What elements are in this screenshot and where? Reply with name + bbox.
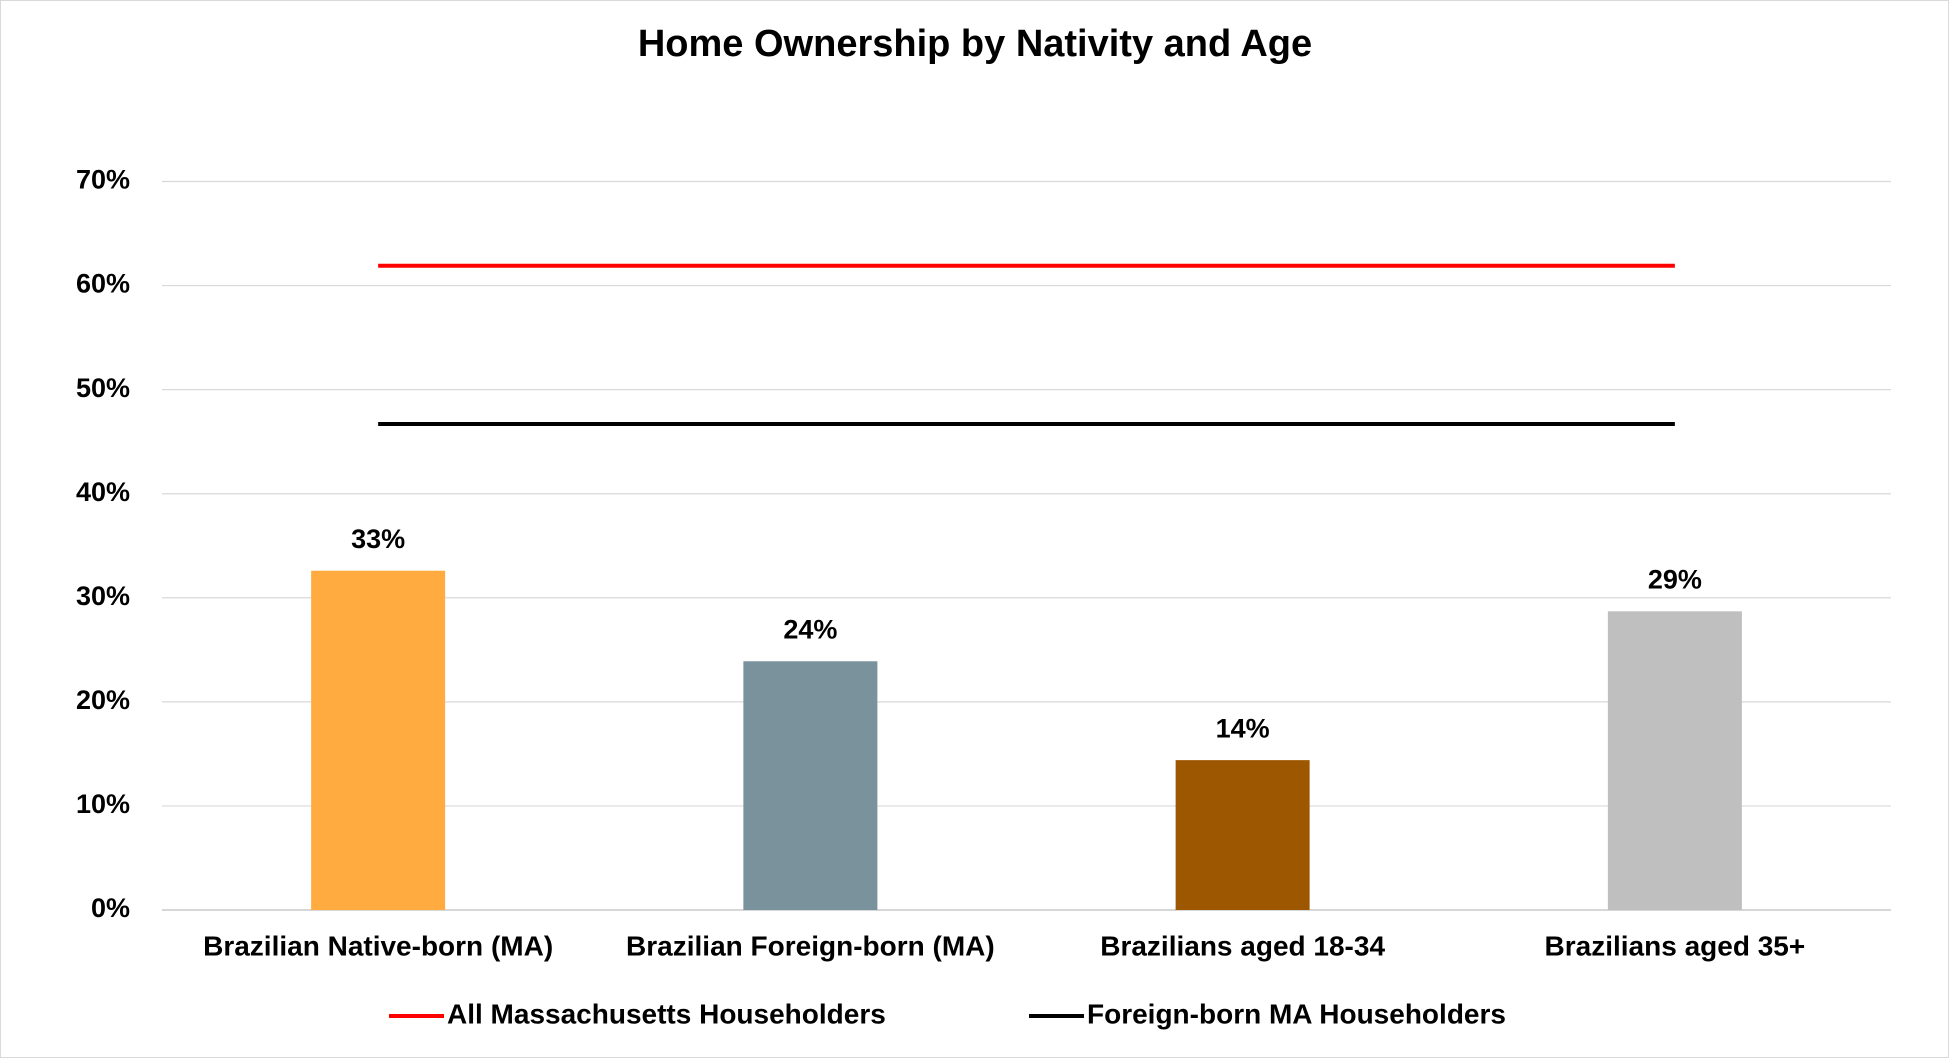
x-tick-label: Brazilian Native-born (MA) [203,930,553,961]
data-label: 14% [1216,713,1270,743]
y-tick-label: 50% [76,373,130,403]
y-tick-label: 30% [76,581,130,611]
chart-title: Home Ownership by Nativity and Age [638,23,1312,65]
legend-label: All Massachusetts Householders [447,998,886,1029]
x-tick-label: Brazilians aged 35+ [1545,930,1806,961]
bar [1175,760,1310,910]
bar [743,661,878,910]
legend-label: Foreign-born MA Householders [1087,998,1506,1029]
y-tick-label: 70% [76,165,130,195]
data-label: 33% [351,524,405,554]
y-tick-label: 0% [91,893,130,923]
x-tick-label: Brazilians aged 18-34 [1100,930,1385,961]
y-tick-label: 60% [76,269,130,299]
bar [311,570,446,910]
data-label: 24% [783,614,837,644]
y-tick-label: 10% [76,789,130,819]
bar [1607,611,1742,910]
data-label: 29% [1648,564,1702,594]
y-tick-label: 40% [76,477,130,507]
y-tick-label: 20% [76,685,130,715]
x-tick-label: Brazilian Foreign-born (MA) [626,930,995,961]
